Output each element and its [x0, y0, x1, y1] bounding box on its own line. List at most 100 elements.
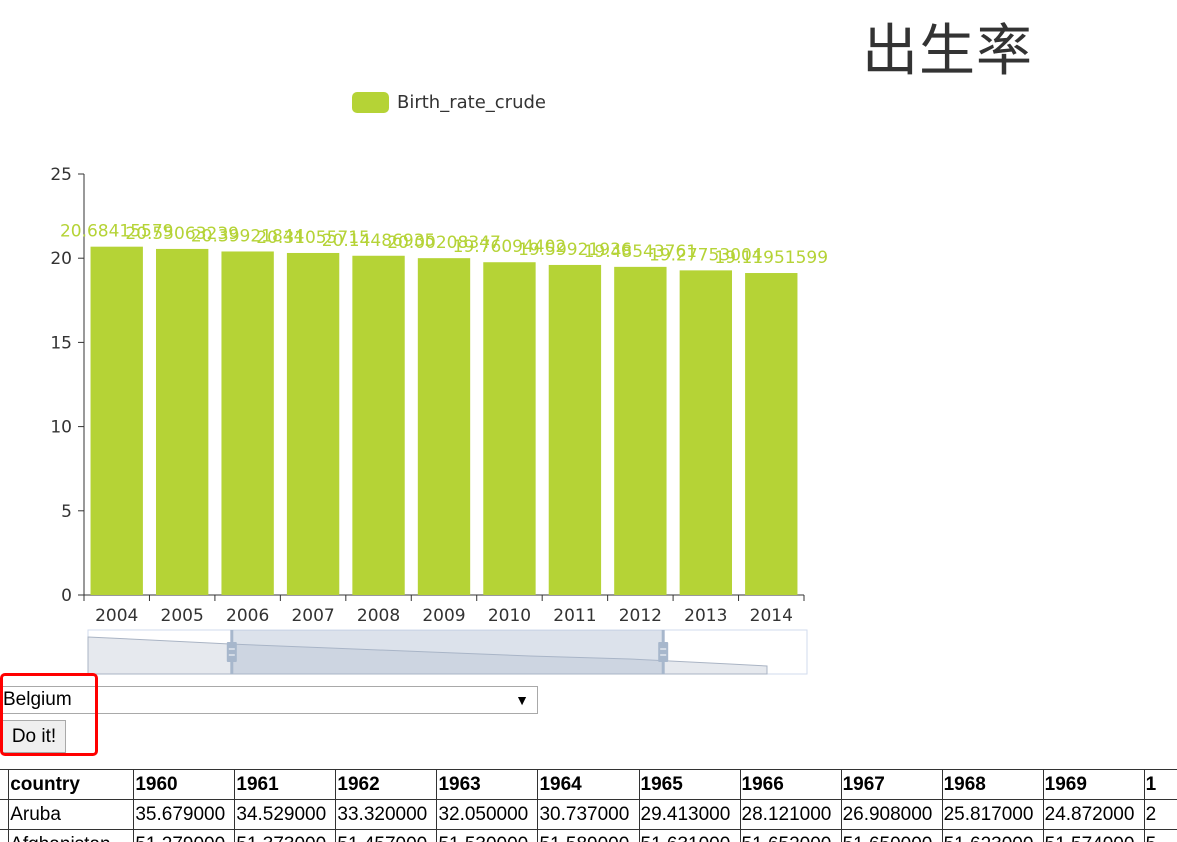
table-row: 0Aruba35.67900034.52900033.32000032.0500… [0, 799, 1177, 830]
table-header-cell: 1964 [537, 769, 640, 800]
value-cell: 51.623000 [941, 829, 1044, 842]
value-cell: 34.529000 [234, 799, 337, 830]
value-cell: 51.589000 [537, 829, 640, 842]
do-it-button[interactable]: Do it! [2, 720, 66, 753]
value-cell: 51.631000 [638, 829, 741, 842]
bar-series [90, 246, 798, 595]
value-cell: 32.050000 [436, 799, 539, 830]
bar[interactable] [679, 270, 732, 595]
datazoom-slider[interactable] [87, 629, 808, 675]
value-cell: 51.279000 [133, 829, 236, 842]
value-cell: 51.530000 [436, 829, 539, 842]
bar[interactable] [417, 258, 471, 595]
value-cell: 2 [1143, 799, 1177, 830]
table-row: 1Afghanistan51.27900051.37300051.4570005… [0, 829, 1177, 842]
value-cell: 5 [1143, 829, 1177, 842]
y-tick-label: 10 [50, 418, 72, 438]
table-header-cell: 1963 [436, 769, 539, 800]
bar[interactable] [483, 262, 536, 595]
table-header-cell: country [8, 769, 135, 800]
bar-value-label: 20.00208347 [387, 233, 501, 253]
country-cell: Aruba [8, 799, 135, 830]
x-tick-label: 2013 [684, 606, 727, 626]
value-cell: 35.679000 [133, 799, 236, 830]
bar-value-label: 20.31055715 [256, 228, 370, 248]
table-body: 0Aruba35.67900034.52900033.32000032.0500… [0, 799, 1177, 842]
y-tick-label: 0 [61, 586, 72, 606]
chevron-down-icon[interactable]: ▼ [515, 692, 529, 708]
bar-value-label: 20.55063239 [125, 224, 239, 244]
bar-value-label: 19.59921936 [518, 240, 632, 260]
bar-value-label: 19.27753004 [649, 245, 763, 265]
value-cell: 26.908000 [840, 799, 943, 830]
row-index-cell: 0 [0, 799, 10, 830]
x-tick-label: 2005 [161, 606, 204, 626]
value-cell: 51.652000 [739, 829, 842, 842]
bar-value-label: 20.39921844 [191, 226, 305, 246]
handle-grip[interactable] [226, 642, 237, 662]
table-header-cell [0, 769, 10, 800]
x-tick-label: 2006 [226, 606, 269, 626]
bar[interactable] [352, 255, 405, 595]
bar-value-label: 19.48543761 [584, 242, 698, 262]
bar[interactable] [156, 248, 209, 595]
bar-chart: Birth_rate_crude 0 5 10 15 20 25 2004 2005 2006… [50, 92, 828, 675]
bar[interactable] [745, 273, 798, 595]
bar[interactable] [614, 266, 667, 595]
bar[interactable] [286, 252, 340, 595]
data-table: country 1960 1961 1962 1963 1964 1965 1966 1967 1… [0, 769, 1177, 842]
bar[interactable] [221, 251, 274, 595]
value-cell: 29.413000 [638, 799, 741, 830]
x-tick-label: 2009 [422, 606, 465, 626]
table-header-cell: 1965 [638, 769, 741, 800]
x-axis: 2004 2005 2006 2007 2008 2009 2010 2011 2012 2013… [83, 594, 805, 626]
row-index-cell: 1 [0, 829, 10, 842]
datazoom-right-handle[interactable] [658, 630, 669, 674]
handle-grip[interactable] [658, 642, 669, 662]
y-tick-label: 15 [50, 333, 72, 353]
bar[interactable] [548, 264, 602, 595]
table-header-cell: 1969 [1042, 769, 1145, 800]
bar-value-label: 19.76094402 [453, 237, 567, 257]
y-tick-label: 25 [50, 165, 72, 185]
y-tick-label: 20 [50, 249, 72, 269]
bar-value-label: 20.68415579 [60, 222, 174, 242]
table-header-cell: 1961 [234, 769, 337, 800]
legend-swatch[interactable] [352, 92, 389, 113]
bar-value-label: 20.14486935 [322, 231, 436, 251]
value-cell: 25.817000 [941, 799, 1044, 830]
value-cell: 28.121000 [739, 799, 842, 830]
value-cell: 51.574000 [1042, 829, 1145, 842]
value-cell: 33.320000 [335, 799, 438, 830]
datazoom-window[interactable] [231, 630, 664, 674]
x-tick-label: 2008 [357, 606, 400, 626]
table-header-cell: 1968 [941, 769, 1044, 800]
chart-legend[interactable]: Birth_rate_crude [352, 92, 546, 113]
value-cell: 24.872000 [1042, 799, 1145, 830]
x-tick-label: 2014 [750, 606, 793, 626]
data-labels: 20.6841557920.5506323920.3992184420.3105… [60, 222, 828, 268]
x-tick-label: 2011 [553, 606, 596, 626]
bar-value-label: 19.11951599 [714, 248, 828, 268]
value-cell: 51.650000 [840, 829, 943, 842]
table-header-cell: 1967 [840, 769, 943, 800]
value-cell: 51.373000 [234, 829, 337, 842]
table-header-cell: 1 [1143, 769, 1177, 800]
table-header-cell: 1960 [133, 769, 236, 800]
datazoom-left-handle[interactable] [226, 630, 237, 674]
table-header-row: country 1960 1961 1962 1963 1964 1965 1966 1967 1… [0, 769, 1177, 800]
country-select[interactable]: Belgium ▼ [1, 686, 538, 714]
x-tick-label: 2004 [95, 606, 138, 626]
page-title: 出生率 [862, 19, 1033, 84]
legend-label[interactable]: Birth_rate_crude [397, 92, 546, 113]
country-select-value: Belgium [3, 689, 72, 710]
value-cell: 30.737000 [537, 799, 640, 830]
data-table-container: country 1960 1961 1962 1963 1964 1965 1966 1967 1… [0, 769, 1177, 842]
table-header-cell: 1962 [335, 769, 438, 800]
x-tick-label: 2010 [488, 606, 531, 626]
country-cell: Afghanistan [8, 829, 135, 842]
bar[interactable] [90, 246, 143, 595]
table-header-cell: 1966 [739, 769, 842, 800]
y-axis: 0 5 10 15 20 25 [50, 165, 85, 606]
x-tick-label: 2007 [291, 606, 334, 626]
